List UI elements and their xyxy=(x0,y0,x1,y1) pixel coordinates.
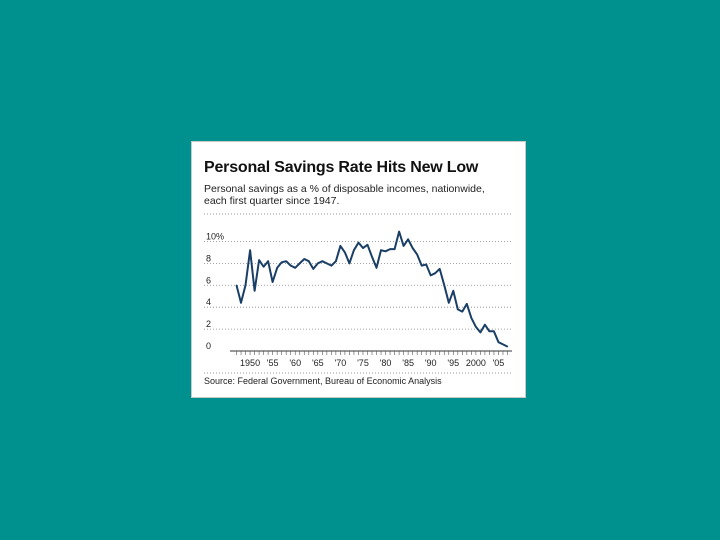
data-point xyxy=(416,254,418,256)
data-point xyxy=(443,284,445,286)
data-point xyxy=(335,260,337,262)
data-point xyxy=(421,264,423,267)
data-point xyxy=(362,247,364,249)
data-point xyxy=(493,330,495,332)
data-point xyxy=(276,267,278,269)
data-point xyxy=(497,341,500,343)
y-tick-label: 4 xyxy=(206,297,211,307)
data-point xyxy=(344,251,346,254)
chart-subtitle: Personal savings as a % of disposable in… xyxy=(204,183,485,207)
data-point xyxy=(290,264,292,267)
x-tick-label: '85 xyxy=(402,358,414,368)
data-point xyxy=(430,274,432,277)
x-tick-label: '65 xyxy=(312,358,324,368)
data-point xyxy=(366,244,369,246)
data-point xyxy=(249,249,251,251)
y-tick-label: 8 xyxy=(206,253,211,263)
chart-card: Personal Savings Rate Hits New Low Perso… xyxy=(191,141,526,398)
data-point xyxy=(321,260,323,262)
data-point xyxy=(461,310,463,313)
data-point xyxy=(326,262,328,264)
x-tick-label: '70 xyxy=(335,358,347,368)
data-point xyxy=(452,290,454,292)
data-point xyxy=(258,259,260,261)
data-point xyxy=(475,326,477,328)
data-point xyxy=(384,250,387,252)
data-point xyxy=(353,249,355,251)
x-tick-label: '55 xyxy=(267,358,279,368)
data-point xyxy=(267,260,269,262)
x-tick-label: 1950 xyxy=(240,358,260,368)
data-point xyxy=(294,267,296,269)
x-tick-label: '80 xyxy=(380,358,392,368)
chart-source: Source: Federal Government, Bureau of Ec… xyxy=(204,376,442,386)
data-point xyxy=(448,302,450,304)
data-point xyxy=(457,308,459,310)
data-point xyxy=(502,343,504,346)
data-point xyxy=(398,231,400,233)
data-point xyxy=(407,238,409,240)
data-point xyxy=(240,302,242,304)
data-point xyxy=(317,262,319,264)
data-point xyxy=(439,268,441,270)
data-point xyxy=(285,260,287,262)
x-tick-label: '05 xyxy=(493,358,505,368)
x-tick-label: '90 xyxy=(425,358,437,368)
data-point xyxy=(479,331,481,333)
y-tick-label: 6 xyxy=(206,275,211,285)
data-point xyxy=(466,303,468,305)
data-point xyxy=(330,264,332,267)
line-chart: 10% 8 6 4 2 0 1950 '55 '60 '65 '70 '75 '80 '85 '90 '95 2… xyxy=(204,213,512,374)
data-point xyxy=(303,258,305,260)
x-tick-label: '95 xyxy=(447,358,459,368)
data-point xyxy=(339,245,341,247)
data-point xyxy=(253,290,256,292)
y-tick-label: 10% xyxy=(206,231,224,241)
chart-title: Personal Savings Rate Hits New Low xyxy=(204,159,479,176)
data-point xyxy=(371,256,373,258)
data-point xyxy=(348,262,351,264)
x-tick-label: '60 xyxy=(289,358,301,368)
data-point xyxy=(263,266,265,268)
data-point xyxy=(506,346,509,348)
data-point xyxy=(380,249,382,251)
data-point xyxy=(281,261,283,263)
data-point xyxy=(484,324,486,326)
data-point xyxy=(299,262,301,264)
data-point xyxy=(308,260,310,262)
data-point xyxy=(389,248,391,250)
x-tick-label: '75 xyxy=(357,358,369,368)
data-point xyxy=(244,284,247,286)
data-point xyxy=(403,245,405,247)
data-point xyxy=(425,263,427,266)
data-point xyxy=(393,248,396,250)
x-tick-label: 2000 xyxy=(466,358,486,368)
data-point xyxy=(312,268,314,270)
y-tick-label: 0 xyxy=(206,341,211,351)
data-point xyxy=(357,241,360,244)
data-point xyxy=(488,330,491,332)
data-point xyxy=(470,317,472,319)
y-tick-label: 2 xyxy=(206,319,211,329)
data-point xyxy=(235,284,238,286)
data-point xyxy=(375,267,378,269)
data-point xyxy=(434,272,436,274)
data-point xyxy=(272,281,274,283)
data-point xyxy=(412,247,414,249)
